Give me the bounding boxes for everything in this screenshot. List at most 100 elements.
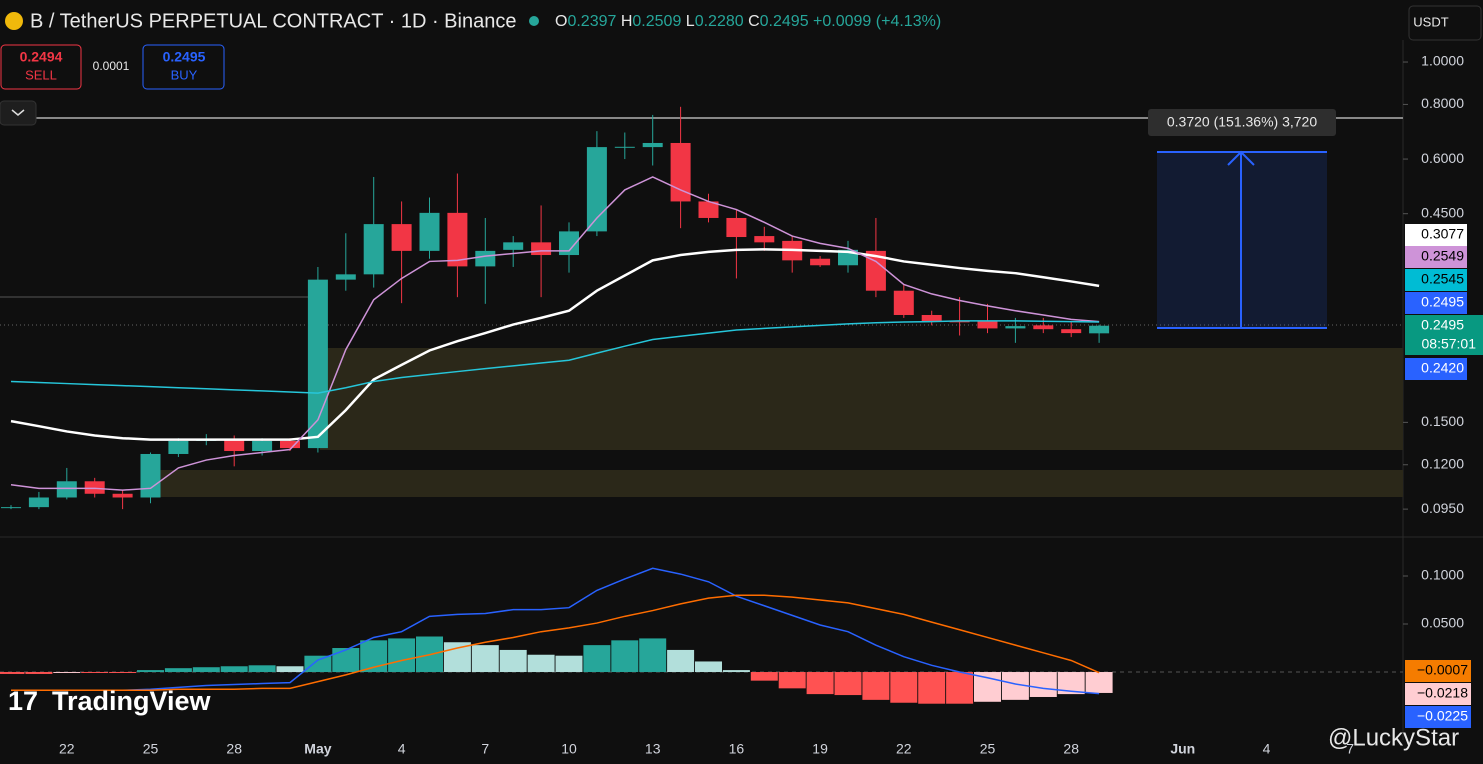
histogram-bar	[192, 667, 220, 673]
histogram-bar	[974, 672, 1001, 702]
tag	[1405, 292, 1467, 314]
candle-body	[531, 242, 552, 256]
candle-body	[977, 320, 998, 329]
measure-label: 0.3720 (151.36%) 3,720	[1167, 114, 1317, 130]
histogram-bar	[890, 672, 918, 703]
collapse-button[interactable]	[0, 100, 37, 126]
sell-label: SELL	[25, 67, 57, 82]
x-tick-label: 4	[1263, 741, 1271, 757]
x-tick-label: 16	[729, 741, 745, 757]
tag-text: 0.3077	[1421, 226, 1464, 242]
histogram-bar	[81, 672, 109, 673]
ohlc: O0.2397 H0.2509 L0.2280 C0.2495 +0.0099 …	[555, 13, 941, 30]
sell-price: 0.2494	[20, 49, 63, 65]
x-tick-label: 10	[561, 741, 577, 757]
candle-body	[586, 147, 607, 232]
countdown: 08:57:01	[1422, 336, 1477, 352]
histogram-bar	[639, 638, 667, 673]
candle-body	[614, 146, 635, 148]
measure-arrow	[1227, 150, 1255, 328]
ohlc-key: C	[748, 13, 760, 30]
tag	[1405, 315, 1483, 355]
indicator-line	[10, 248, 1100, 441]
candle-body	[447, 212, 468, 267]
histogram-bar	[137, 670, 164, 673]
tag	[1405, 706, 1471, 728]
y-tick-label: 0.1500	[1421, 413, 1464, 429]
plots: 1.0000 0.8000 0.6000 0.4500 0.1500 0.1200 0.09…	[0, 53, 1464, 704]
candle-body	[503, 242, 524, 250]
histogram-bar	[1057, 672, 1085, 695]
histogram-bar	[304, 655, 332, 673]
candle-body	[921, 314, 942, 322]
histogram-bar	[471, 645, 499, 673]
histogram-bar	[25, 672, 53, 674]
tag	[1405, 683, 1471, 705]
histogram-bar	[918, 672, 946, 704]
buy-button[interactable]	[142, 44, 225, 90]
histogram-bar	[220, 666, 248, 673]
histogram-bar	[499, 649, 527, 673]
candle-body	[56, 481, 77, 498]
histogram-bar	[806, 672, 834, 695]
y-tick-label: 0.4500	[1421, 204, 1464, 220]
candle-body	[893, 290, 914, 315]
x-tick-label: 7	[481, 741, 489, 757]
histogram-bar	[527, 654, 555, 673]
tag	[1405, 660, 1471, 682]
symbol-title[interactable]: B / TetherUS PERPETUAL CONTRACT · 1D · B…	[30, 10, 516, 32]
candle-body	[307, 279, 328, 449]
y-tick-label: 0.0950	[1421, 500, 1464, 516]
histogram-bar	[443, 642, 471, 673]
y-tick-label: 1.0000	[1421, 53, 1464, 69]
histogram-bar	[778, 672, 806, 689]
histogram-bar	[583, 645, 611, 673]
candle-body	[363, 224, 384, 275]
tag	[1405, 246, 1467, 268]
tag-text: −0.0007	[1417, 662, 1468, 678]
candle-body	[335, 274, 356, 280]
candle-body	[280, 440, 300, 449]
candle-body	[391, 224, 412, 251]
candle-body	[698, 201, 719, 218]
tag-text: 0.2549	[1421, 248, 1464, 264]
candle-body	[419, 212, 440, 251]
currency-button[interactable]	[1408, 5, 1482, 41]
histogram-bar	[109, 672, 137, 673]
x-tick-label: 28	[226, 741, 242, 757]
indicator-line	[11, 567, 1100, 695]
x-tick-label: 22	[896, 741, 912, 757]
candle-body	[1, 507, 21, 509]
buy-price: 0.2495	[163, 49, 206, 65]
x-tick-label: 25	[143, 741, 159, 757]
ohlc-key: L	[686, 13, 695, 30]
ohlc-key: O	[555, 13, 567, 30]
candle-body	[1005, 326, 1026, 329]
symbol-logo	[5, 12, 23, 30]
ohlc-value: 0.2280	[695, 13, 744, 30]
tag	[1405, 358, 1467, 380]
histogram-bar	[53, 672, 81, 673]
y-tick-label: 0.0500	[1421, 615, 1464, 631]
histogram-bar	[946, 672, 974, 704]
histogram-bar	[862, 672, 890, 700]
histogram-bar	[1029, 672, 1057, 697]
candle-body	[475, 250, 496, 267]
currency: USDT	[1413, 14, 1448, 29]
candle-body	[1061, 329, 1082, 334]
y-tick-label: 0.1000	[1421, 567, 1464, 583]
candle-body	[754, 236, 775, 243]
histogram-bar	[388, 638, 416, 673]
indicator-line	[10, 320, 1100, 394]
sell-button[interactable]	[0, 44, 82, 90]
histogram-bar	[555, 655, 583, 673]
x-tick-label: Jun	[1170, 741, 1195, 757]
tag	[1405, 269, 1467, 291]
tag-text: −0.0225	[1417, 708, 1468, 724]
candle-body	[28, 497, 49, 508]
candle-body	[224, 439, 245, 452]
candle-body	[252, 440, 273, 452]
ohlc-key: H	[621, 13, 633, 30]
histogram-bar	[750, 672, 778, 681]
candle-body	[1089, 325, 1110, 334]
